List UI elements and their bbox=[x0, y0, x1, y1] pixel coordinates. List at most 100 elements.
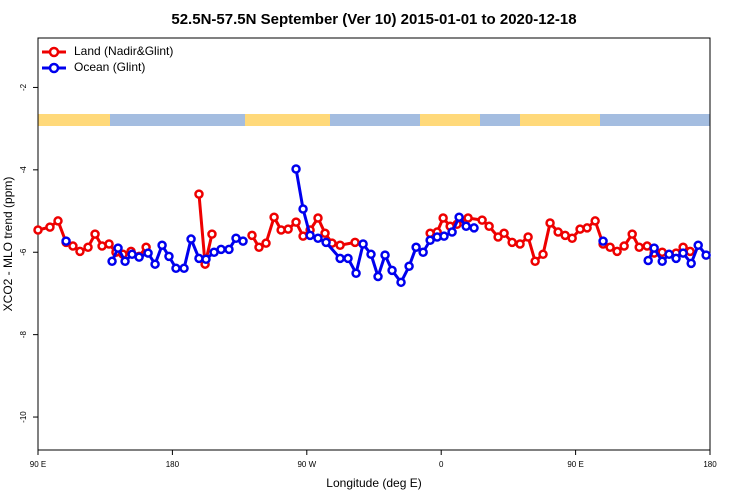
data-point bbox=[387, 265, 397, 276]
legend-marker bbox=[48, 46, 60, 58]
data-point bbox=[373, 271, 383, 282]
legend-label: Ocean (Glint) bbox=[74, 60, 145, 74]
data-point bbox=[68, 241, 78, 251]
data-point bbox=[643, 255, 653, 266]
data-point bbox=[269, 212, 279, 222]
y-tick-label: -6 bbox=[19, 248, 28, 256]
data-point bbox=[291, 217, 301, 227]
data-point bbox=[515, 239, 525, 249]
data-point bbox=[380, 250, 390, 260]
data-point bbox=[686, 258, 696, 269]
data-point bbox=[499, 228, 509, 239]
data-point bbox=[90, 229, 100, 239]
data-point bbox=[619, 241, 629, 251]
data-point bbox=[143, 248, 153, 258]
data-point bbox=[134, 252, 144, 262]
y-tick-label: -8 bbox=[19, 331, 28, 339]
x-tick-label: 180 bbox=[166, 460, 180, 469]
data-point bbox=[194, 189, 204, 199]
legend-marker bbox=[48, 62, 60, 74]
data-point bbox=[298, 204, 308, 214]
chart-title: 52.5N-57.5N September (Ver 10) 2015-01-0… bbox=[171, 11, 576, 28]
data-point bbox=[463, 213, 473, 223]
x-tick-label: 180 bbox=[703, 460, 717, 469]
y-axis-label: XCO2 - MLO trend (ppm) bbox=[1, 177, 15, 312]
legend-label: Land (Nadir&Glint) bbox=[74, 44, 173, 58]
data-point bbox=[612, 246, 622, 257]
map-ocean bbox=[600, 114, 710, 126]
data-point bbox=[605, 242, 615, 253]
map-ocean bbox=[480, 114, 520, 126]
data-point bbox=[283, 224, 293, 234]
data-point bbox=[598, 236, 608, 246]
y-tick-label: -10 bbox=[19, 411, 28, 423]
y-tick-label: -4 bbox=[19, 166, 28, 174]
data-point bbox=[366, 249, 376, 260]
data-point bbox=[553, 227, 563, 237]
data-point bbox=[164, 251, 174, 262]
data-point bbox=[582, 223, 592, 233]
data-point bbox=[179, 263, 189, 274]
data-point bbox=[305, 230, 315, 241]
data-point bbox=[693, 240, 703, 250]
data-point bbox=[523, 232, 533, 242]
data-point bbox=[678, 248, 688, 258]
data-point bbox=[207, 229, 217, 239]
data-point bbox=[438, 213, 448, 223]
data-point bbox=[261, 238, 271, 248]
data-point bbox=[313, 213, 323, 223]
data-point bbox=[343, 253, 353, 264]
data-point bbox=[396, 277, 406, 288]
data-point bbox=[627, 229, 637, 239]
data-point bbox=[247, 230, 257, 241]
data-point bbox=[425, 235, 435, 246]
data-point bbox=[238, 236, 248, 246]
map-ocean bbox=[330, 114, 420, 126]
data-point bbox=[567, 233, 577, 243]
x-axis-label: Longitude (deg E) bbox=[326, 476, 421, 490]
map-ocean bbox=[110, 114, 245, 126]
data-point bbox=[439, 231, 449, 241]
data-point bbox=[477, 215, 487, 225]
data-point bbox=[83, 242, 93, 253]
data-point bbox=[350, 237, 360, 248]
data-point bbox=[657, 256, 667, 267]
data-point bbox=[61, 236, 71, 246]
data-point bbox=[351, 268, 361, 279]
data-point bbox=[335, 253, 345, 264]
data-point bbox=[649, 243, 659, 253]
data-point bbox=[291, 164, 301, 174]
data-point bbox=[507, 237, 517, 248]
data-point bbox=[634, 242, 644, 253]
data-point bbox=[545, 218, 555, 228]
x-tick-label: 90 E bbox=[30, 460, 46, 469]
data-point bbox=[313, 233, 323, 243]
data-point bbox=[104, 239, 114, 249]
data-point bbox=[461, 221, 471, 232]
data-point bbox=[33, 225, 43, 235]
data-point bbox=[671, 253, 681, 264]
data-point bbox=[216, 244, 226, 255]
data-point bbox=[469, 223, 479, 233]
data-point bbox=[157, 240, 167, 250]
data-point bbox=[171, 263, 181, 274]
plot-frame bbox=[37, 37, 711, 451]
data-point bbox=[113, 243, 123, 253]
data-point bbox=[358, 239, 368, 249]
data-point bbox=[411, 242, 421, 253]
data-point bbox=[321, 237, 331, 248]
map-strip bbox=[38, 114, 710, 126]
data-point bbox=[150, 259, 160, 269]
data-point bbox=[335, 240, 345, 250]
data-point bbox=[53, 216, 63, 226]
data-point bbox=[120, 256, 130, 267]
data-point bbox=[254, 242, 264, 253]
data-point bbox=[45, 222, 55, 232]
data-point bbox=[530, 256, 540, 267]
data-point bbox=[454, 212, 464, 222]
data-point bbox=[418, 247, 428, 257]
data-point bbox=[664, 249, 674, 260]
data-point bbox=[701, 250, 711, 260]
data-point bbox=[201, 254, 211, 264]
